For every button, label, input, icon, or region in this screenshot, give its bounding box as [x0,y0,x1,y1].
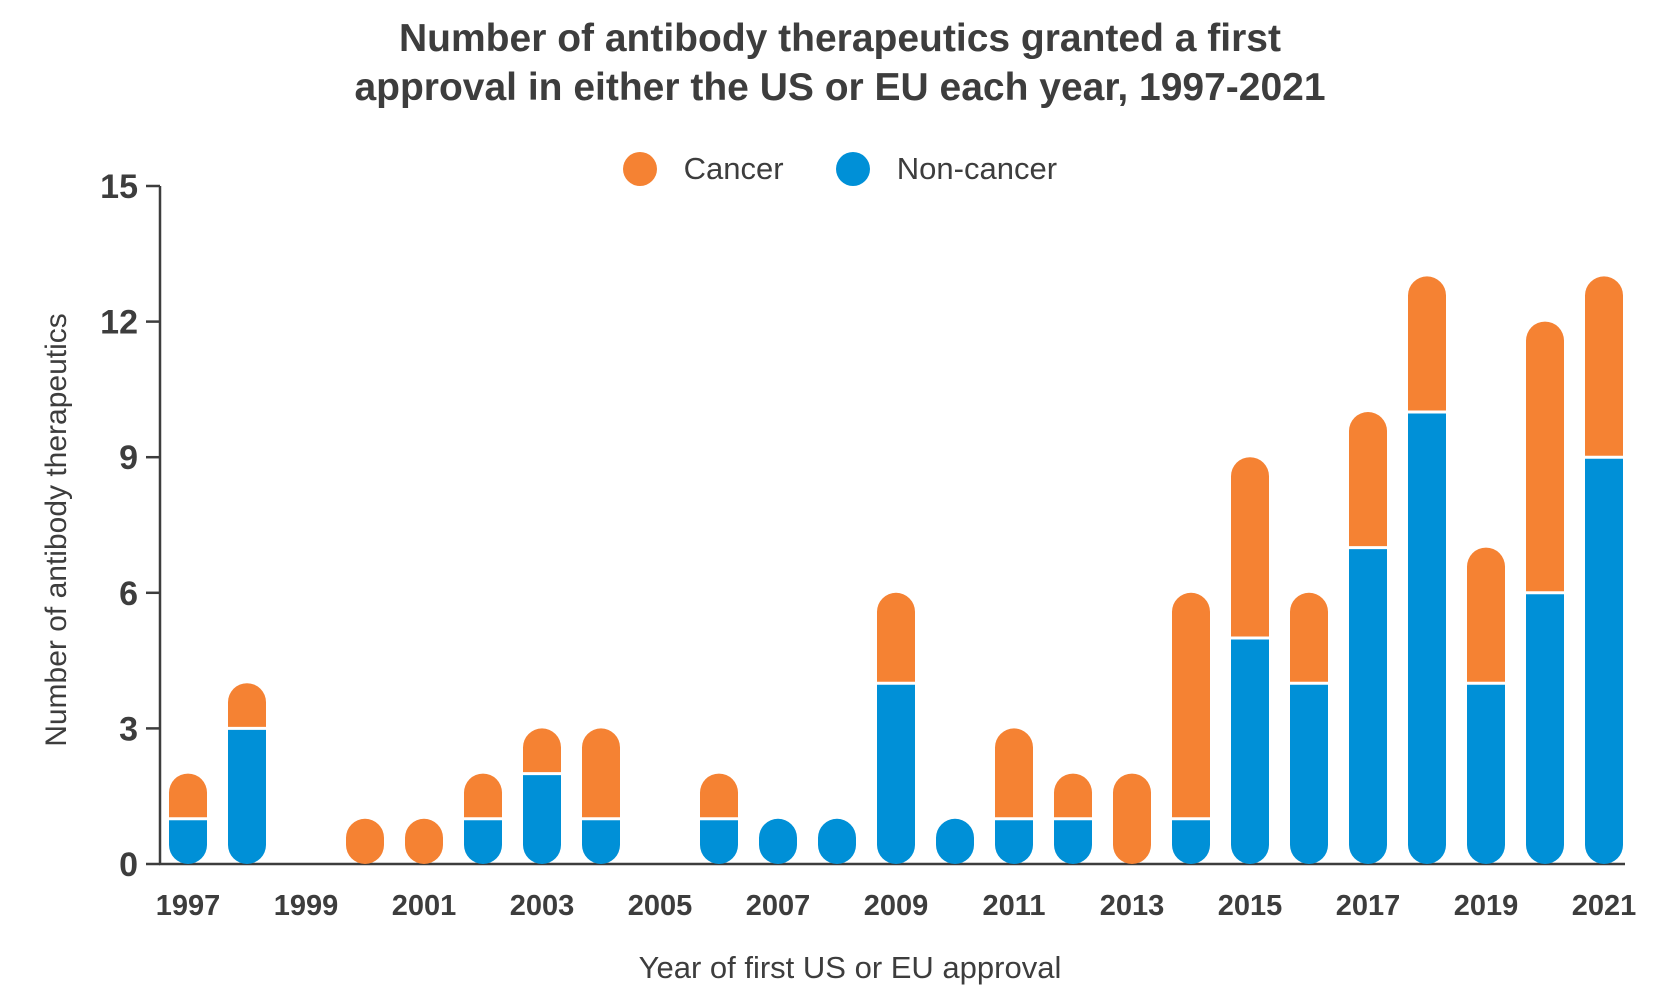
y-tick-label: 3 [119,710,138,748]
x-tick-label: 2011 [983,890,1046,922]
bar-non-cancer-2020 [1526,594,1564,864]
legend-item-cancer: Cancer [622,149,784,187]
bar-non-cancer-2017 [1349,549,1387,864]
bar-non-cancer-2010 [936,818,974,864]
bar-cancer-2021 [1585,276,1623,456]
legend-item-non-cancer: Non-cancer [836,149,1057,187]
bar-cancer-2017 [1349,412,1387,547]
bar-non-cancer-2012 [1054,820,1092,864]
bar-cancer-2019 [1467,547,1505,682]
bar-cancer-2014 [1172,592,1210,818]
x-tick-label: 2003 [510,890,575,922]
bar-cancer-2016 [1290,592,1328,682]
bar-cancer-2013 [1113,773,1151,864]
bar-non-cancer-1997 [169,820,207,864]
x-tick-label: 2019 [1454,890,1519,922]
bar-cancer-2000 [346,818,384,864]
bar-non-cancer-2002 [464,820,502,864]
x-tick-label: 2001 [392,890,457,922]
bar-non-cancer-1998 [228,729,266,864]
bar-non-cancer-2019 [1467,684,1505,864]
bar-cancer-2012 [1054,773,1092,818]
bar-non-cancer-2016 [1290,684,1328,864]
bar-non-cancer-2014 [1172,820,1210,864]
bar-non-cancer-2004 [582,820,620,864]
bar-non-cancer-2021 [1585,458,1623,864]
bar-cancer-2009 [877,592,915,682]
y-tick-label: 12 [100,304,138,342]
x-axis-title: Year of first US or EU approval [638,950,1062,985]
x-tick-label: 2013 [1100,890,1165,922]
bar-cancer-2006 [700,773,738,818]
y-tick-label: 15 [100,168,138,206]
bar-non-cancer-2018 [1408,413,1446,864]
x-tick-label: 2009 [864,890,929,922]
bar-non-cancer-2008 [818,818,856,864]
bar-non-cancer-2006 [700,820,738,864]
legend-swatch-cancer [622,151,657,186]
bar-non-cancer-2009 [877,684,915,864]
bar-cancer-1997 [169,773,207,818]
bar-cancer-2002 [464,773,502,818]
y-tick-label: 0 [119,846,138,884]
x-tick-label: 2007 [746,890,811,922]
bar-non-cancer-2011 [995,820,1033,864]
x-tick-label: 1997 [156,890,221,922]
bar-cancer-2011 [995,728,1033,818]
bar-cancer-2020 [1526,321,1564,592]
bar-cancer-2018 [1408,276,1446,411]
chart-title: Number of antibody therapeutics granted … [0,14,1680,112]
x-tick-label: 1999 [274,890,339,922]
x-tick-label: 2021 [1572,890,1637,922]
legend: Cancer Non-cancer [0,148,1680,187]
x-tick-label: 2015 [1218,890,1283,922]
bar-non-cancer-2007 [759,818,797,864]
y-tick-label: 9 [119,439,138,477]
legend-label-non-cancer: Non-cancer [896,150,1058,186]
y-tick-label: 6 [119,575,138,613]
chart-title-line-2: approval in either the US or EU each yea… [354,66,1326,109]
x-tick-label: 2017 [1336,890,1401,922]
bar-cancer-2015 [1231,457,1269,637]
bar-non-cancer-2003 [523,775,561,864]
legend-swatch-non-cancer [836,151,871,186]
bar-cancer-2004 [582,728,620,818]
bar-cancer-2001 [405,818,443,864]
legend-label-cancer: Cancer [683,150,784,186]
bar-non-cancer-2015 [1231,639,1269,864]
chart-title-line-1: Number of antibody therapeutics granted … [399,17,1281,60]
bar-cancer-1998 [228,683,266,727]
bar-cancer-2003 [523,728,561,773]
x-tick-label: 2005 [628,890,693,922]
